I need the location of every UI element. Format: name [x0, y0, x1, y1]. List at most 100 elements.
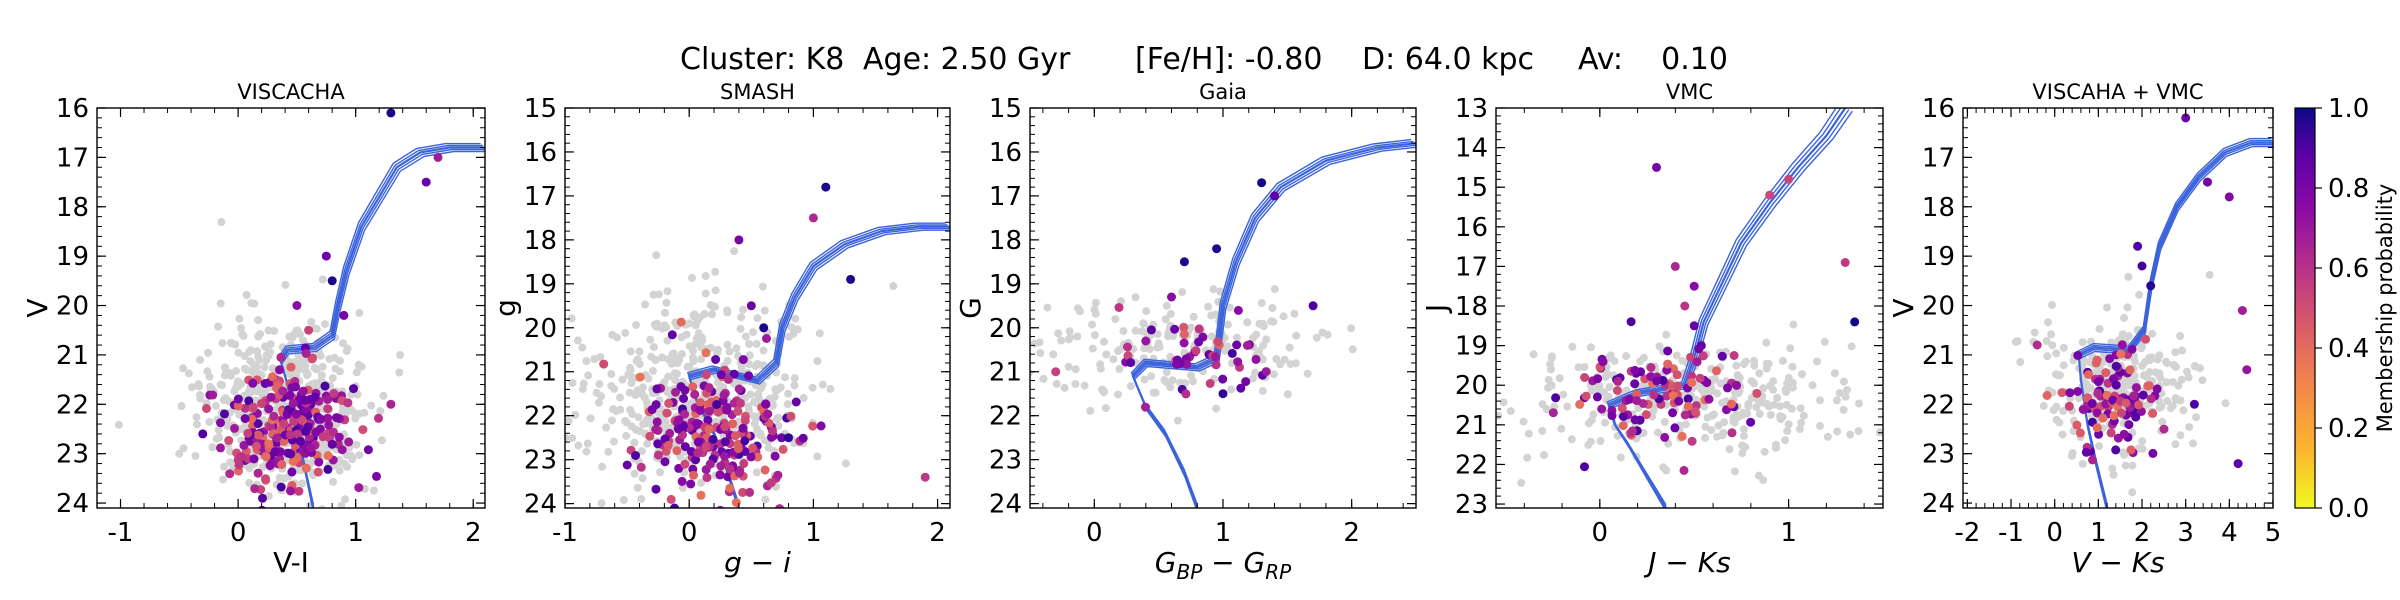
- field-star: [1738, 449, 1747, 458]
- member-star: [676, 382, 686, 392]
- member-star: [277, 460, 287, 469]
- member-star: [2159, 424, 2169, 434]
- plot-area: [2011, 113, 2273, 508]
- member-star: [1182, 359, 1192, 369]
- member-star: [311, 427, 321, 437]
- field-star: [1166, 309, 1175, 318]
- member-star: [1677, 431, 1687, 441]
- member-star: [1167, 292, 1176, 302]
- field-star: [214, 322, 223, 331]
- field-star: [708, 310, 716, 319]
- member-star: [773, 513, 782, 522]
- y-tick-label: 16: [524, 138, 557, 168]
- field-star: [278, 343, 287, 352]
- member-star: [301, 349, 311, 358]
- isochrone: [2077, 141, 2273, 508]
- field-star: [1272, 355, 1281, 363]
- member-star: [728, 419, 738, 429]
- plot-area: [1496, 108, 1883, 508]
- colorbar-tick-label: 0.6: [2328, 254, 2369, 284]
- field-star: [2163, 397, 2172, 406]
- y-tick-label: 15: [524, 94, 557, 124]
- field-star: [220, 462, 228, 471]
- field-star: [1568, 342, 1577, 351]
- member-star: [2092, 423, 2102, 433]
- member-star: [686, 479, 696, 489]
- field-star: [268, 364, 277, 373]
- field-star: [745, 351, 754, 360]
- member-star: [647, 405, 657, 415]
- x-tick-label: 1: [347, 518, 364, 548]
- member-star: [1641, 410, 1651, 420]
- field-star: [598, 462, 607, 471]
- field-star: [2054, 371, 2063, 380]
- member-star: [652, 384, 662, 394]
- member-star: [2117, 340, 2127, 350]
- field-star: [2138, 437, 2147, 446]
- y-tick-label: 21: [989, 358, 1022, 388]
- axis-ticks: -1 0 1 2 16 17 18 19 20 21 22 23 24: [56, 94, 485, 548]
- member-star: [304, 325, 314, 335]
- member-star: [248, 403, 258, 413]
- member-star: [1598, 357, 1608, 367]
- member-star: [680, 442, 690, 452]
- field-star: [2146, 356, 2155, 365]
- field-star: [652, 251, 661, 260]
- field-star: [1160, 376, 1169, 384]
- member-star: [247, 414, 257, 424]
- field-star: [347, 451, 355, 460]
- member-star: [1141, 402, 1150, 412]
- member-star: [651, 425, 661, 434]
- field-star: [242, 365, 251, 374]
- member-star: [270, 447, 280, 457]
- field-star: [664, 372, 673, 381]
- member-star: [777, 508, 786, 517]
- x-tick-label: 1: [2090, 518, 2107, 548]
- x-tick-label: -1: [1998, 518, 2024, 548]
- field-star: [205, 417, 214, 426]
- member-star: [264, 404, 274, 414]
- member-star: [349, 384, 358, 394]
- field-star: [352, 440, 361, 449]
- field-star: [1672, 351, 1681, 360]
- field-star: [1347, 324, 1356, 333]
- member-star: [1630, 415, 1640, 425]
- member-star: [722, 402, 732, 412]
- member-star: [300, 395, 310, 405]
- field-star: [2075, 394, 2083, 403]
- field-star: [264, 348, 273, 357]
- colorbar-gradient: [2294, 107, 2316, 509]
- member-star: [2203, 177, 2212, 187]
- member-star: [298, 386, 308, 396]
- panel-title: Gaia: [1199, 80, 1247, 104]
- field-star: [1769, 400, 1778, 409]
- field-star: [1091, 298, 1100, 307]
- member-star: [262, 510, 271, 519]
- member-star: [773, 470, 783, 480]
- member-star: [1218, 374, 1228, 384]
- member-star: [693, 437, 703, 447]
- field-star: [2184, 373, 2193, 382]
- field-star: [2158, 417, 2167, 426]
- field-star: [621, 416, 630, 425]
- member-star: [715, 470, 725, 480]
- member-star: [257, 399, 266, 409]
- member-star: [2224, 192, 2234, 202]
- field-star: [1605, 383, 1614, 391]
- member-star: [1617, 403, 1627, 413]
- field-star: [1088, 320, 1097, 329]
- field-star: [1701, 422, 1710, 431]
- field-star: [744, 402, 753, 411]
- field-star: [355, 308, 364, 317]
- member-star: [703, 415, 713, 425]
- field-star: [889, 282, 898, 290]
- member-star: [250, 484, 260, 494]
- member-star: [2042, 391, 2052, 400]
- field-star: [1813, 357, 1822, 366]
- field-star: [179, 444, 188, 453]
- field-star: [2171, 394, 2180, 403]
- member-star: [2111, 361, 2121, 371]
- field-star: [956, 340, 964, 348]
- field-star: [772, 368, 781, 377]
- y-tick-label: 17: [1922, 143, 1955, 173]
